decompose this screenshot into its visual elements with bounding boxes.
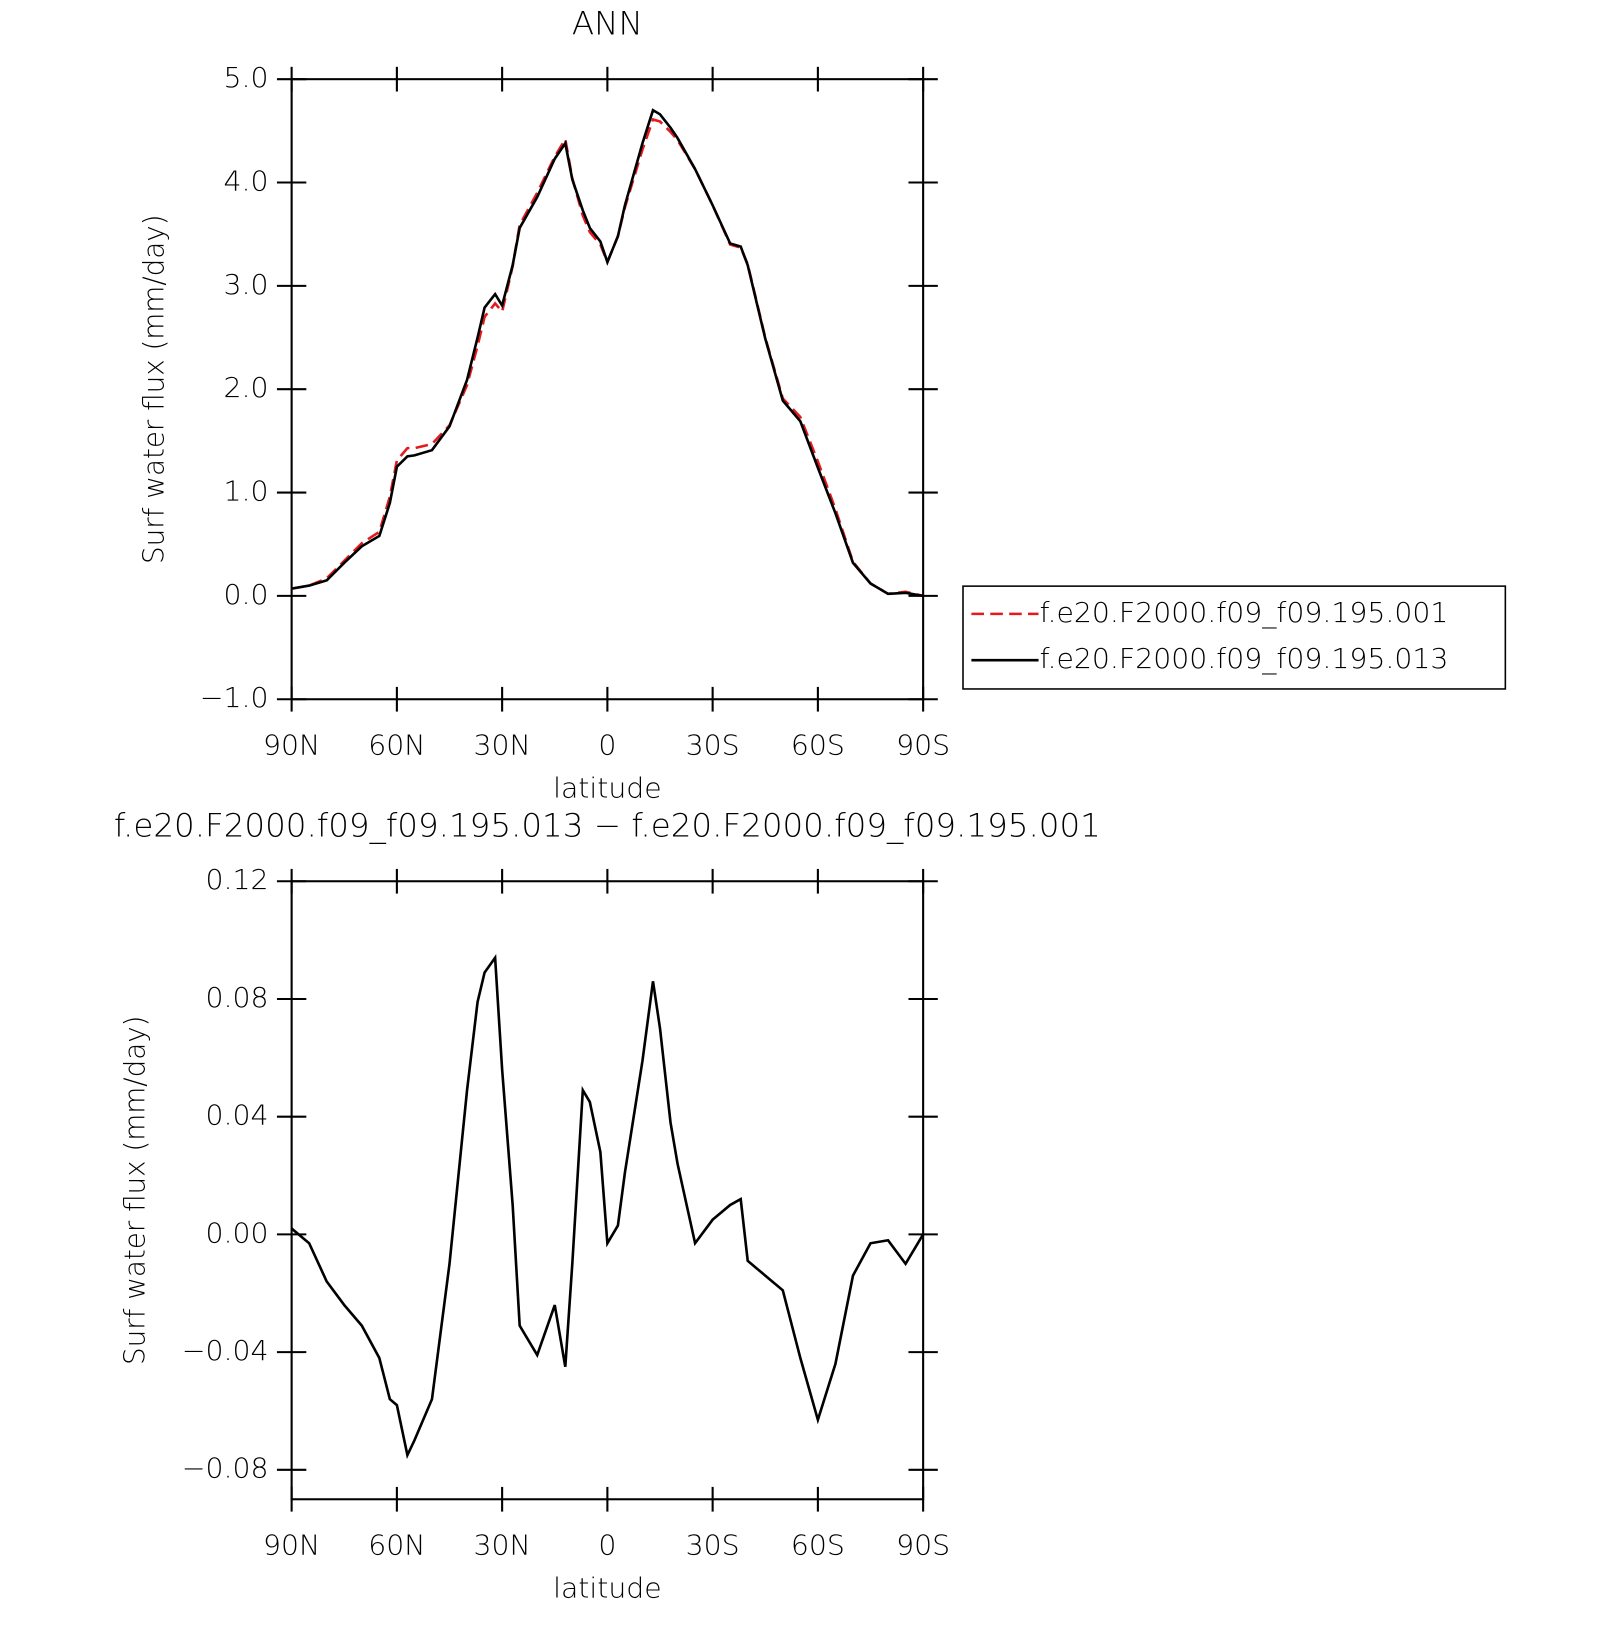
legend-label: f.e20.F2000.f09_f09.195.013 [1040, 642, 1449, 676]
data-line [290, 954, 925, 1460]
y-tick-label: 5.0 [224, 61, 269, 94]
legend-label: f.e20.F2000.f09_f09.195.001 [1040, 596, 1449, 630]
data-line [291, 117, 924, 598]
x-tick-label: 90S [896, 729, 950, 762]
x-tick-label: 30N [474, 729, 531, 762]
y-tick-label: 3.0 [224, 268, 269, 301]
y-tick-label: 0.08 [206, 981, 269, 1014]
x-tick-label: 60N [368, 729, 425, 762]
x-tick-label: 90S [896, 1529, 950, 1562]
y-tick-label: −0.08 [182, 1452, 269, 1485]
chart-title: ANN [572, 5, 643, 43]
x-tick-label: 0 [598, 1529, 616, 1562]
y-tick-label: 0.04 [206, 1099, 269, 1132]
data-line [291, 108, 924, 598]
y-tick-label: −0.04 [182, 1334, 269, 1367]
x-tick-label: 60S [791, 729, 845, 762]
y-axis-label: Surf water flux (mm/day) [137, 214, 170, 564]
x-axis-label: latitude [553, 1572, 662, 1605]
x-tick-label: 30N [474, 1529, 531, 1562]
x-tick-label: 90N [263, 729, 320, 762]
x-tick-label: 30S [686, 729, 740, 762]
chart-title: f.e20.F2000.f09_f09.195.013 − f.e20.F200… [114, 807, 1101, 845]
y-tick-label: 2.0 [224, 371, 269, 404]
y-tick-label: 0.12 [206, 863, 269, 896]
x-tick-label: 0 [598, 729, 616, 762]
legend-box [962, 585, 1507, 690]
x-axis-label: latitude [553, 772, 662, 805]
plot-frame [290, 880, 925, 1501]
y-axis-label: Surf water flux (mm/day) [118, 1016, 151, 1366]
plot-frame [290, 78, 925, 701]
y-tick-label: 4.0 [224, 165, 269, 198]
y-tick-label: 1.0 [224, 475, 269, 508]
y-tick-label: 0.00 [206, 1217, 269, 1250]
x-tick-label: 30S [686, 1529, 740, 1562]
x-tick-label: 60S [791, 1529, 845, 1562]
x-tick-label: 90N [263, 1529, 320, 1562]
y-tick-label: −1.0 [200, 681, 269, 714]
y-tick-label: 0.0 [224, 578, 269, 611]
x-tick-label: 60N [368, 1529, 425, 1562]
